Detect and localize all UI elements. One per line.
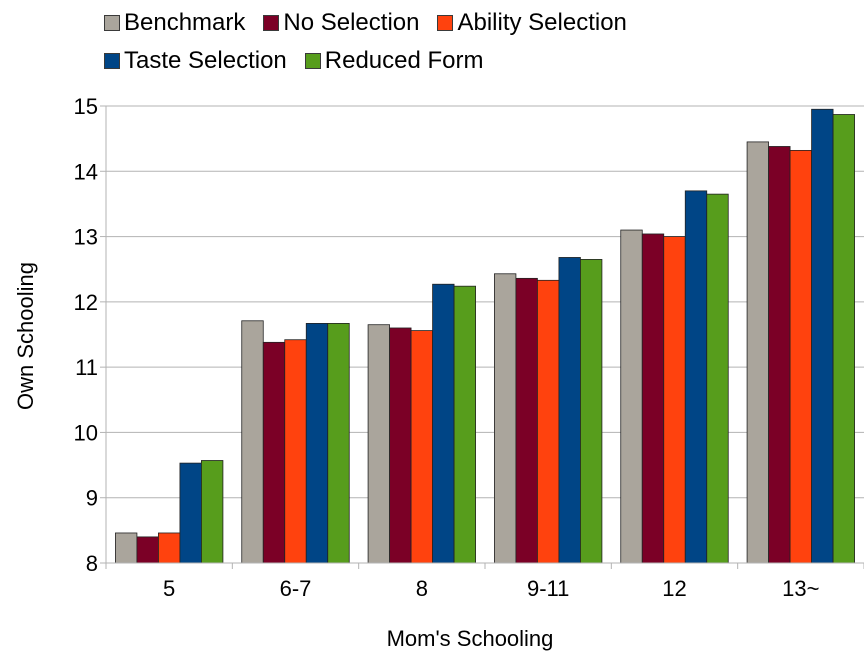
bar-no-selection-13~ [768,146,791,564]
legend: Benchmark No Selection Ability Selection… [104,4,824,80]
bar-no-selection-8 [389,327,412,564]
axes [100,105,864,569]
bar-taste-selection-8 [432,283,455,564]
bar-benchmark-5 [115,532,138,564]
gridlines [106,105,864,499]
bar-taste-selection-5 [179,462,202,564]
y-tick-label: 9 [86,486,98,511]
bar-reduced-form-5 [201,460,224,564]
bar-reduced-form-8 [453,285,476,564]
legend-label-no-selection: No Selection [283,9,420,36]
x-tick-label: 8 [416,576,428,601]
bar-benchmark-8 [367,324,390,564]
legend-swatch-benchmark [104,15,120,31]
legend-swatch-no-selection [263,15,280,31]
bar-ability-selection-5 [158,532,181,564]
bar-ability-selection-9-11 [537,279,560,564]
bar-no-selection-12 [641,233,665,564]
bar-no-selection-6-7 [262,341,286,564]
bar-taste-selection-6-7 [305,323,329,564]
legend-item-reduced-form: Reduced Form [304,42,484,80]
bar-ability-selection-6-7 [284,339,307,564]
x-tick-label: 13~ [782,576,819,601]
legend-swatch-reduced-form [304,53,321,69]
bar-reduced-form-13~ [832,114,855,564]
bars [115,108,855,564]
y-tick-label: 14 [74,159,98,184]
legend-row-2: Taste Selection Reduced Form [104,42,824,80]
x-axis-title: Mom's Schooling [387,626,554,651]
legend-label-benchmark: Benchmark [124,9,246,36]
bar-no-selection-5 [136,536,159,564]
y-tick-label: 10 [74,420,98,445]
legend-swatch-taste-selection [104,53,120,69]
y-tick-label: 12 [74,290,98,315]
y-tick-labels: 8 9 10 11 12 13 14 15 [74,94,98,576]
x-tick-label: 5 [163,576,175,601]
y-axis-title: Own Schooling [13,262,38,410]
bar-ability-selection-13~ [789,149,812,564]
legend-swatch-ability-selection [437,15,454,31]
x-tick-labels: 5 6-7 8 9-11 12 13~ [163,576,819,601]
bar-taste-selection-9-11 [558,257,581,564]
bar-no-selection-9-11 [515,277,538,564]
legend-item-taste-selection: Taste Selection [104,42,287,80]
bar-reduced-form-9-11 [580,259,603,564]
bar-benchmark-9-11 [494,273,517,564]
legend-label-ability-selection: Ability Selection [457,9,627,36]
legend-item-no-selection: No Selection [263,4,419,42]
bar-taste-selection-12 [684,190,708,564]
y-tick-label: 13 [74,225,98,250]
bar-reduced-form-12 [706,193,729,564]
x-tick-label: 12 [662,576,686,601]
bar-benchmark-12 [620,229,643,564]
bar-reduced-form-6-7 [327,323,350,564]
legend-label-taste-selection: Taste Selection [124,47,287,74]
x-tick-label: 9-11 [527,576,569,601]
legend-row-1: Benchmark No Selection Ability Selection [104,4,824,42]
bar-ability-selection-12 [663,236,686,564]
x-tick-label: 6-7 [280,576,312,601]
legend-item-ability-selection: Ability Selection [437,4,627,42]
legend-item-benchmark: Benchmark [104,4,245,42]
y-tick-label: 15 [74,94,98,119]
bar-benchmark-13~ [746,141,769,564]
bar-benchmark-6-7 [241,320,264,564]
legend-label-reduced-form: Reduced Form [324,47,484,74]
y-tick-label: 8 [86,551,98,576]
bar-ability-selection-8 [410,330,433,564]
bar-taste-selection-13~ [811,108,834,564]
y-tick-label: 11 [75,355,98,380]
